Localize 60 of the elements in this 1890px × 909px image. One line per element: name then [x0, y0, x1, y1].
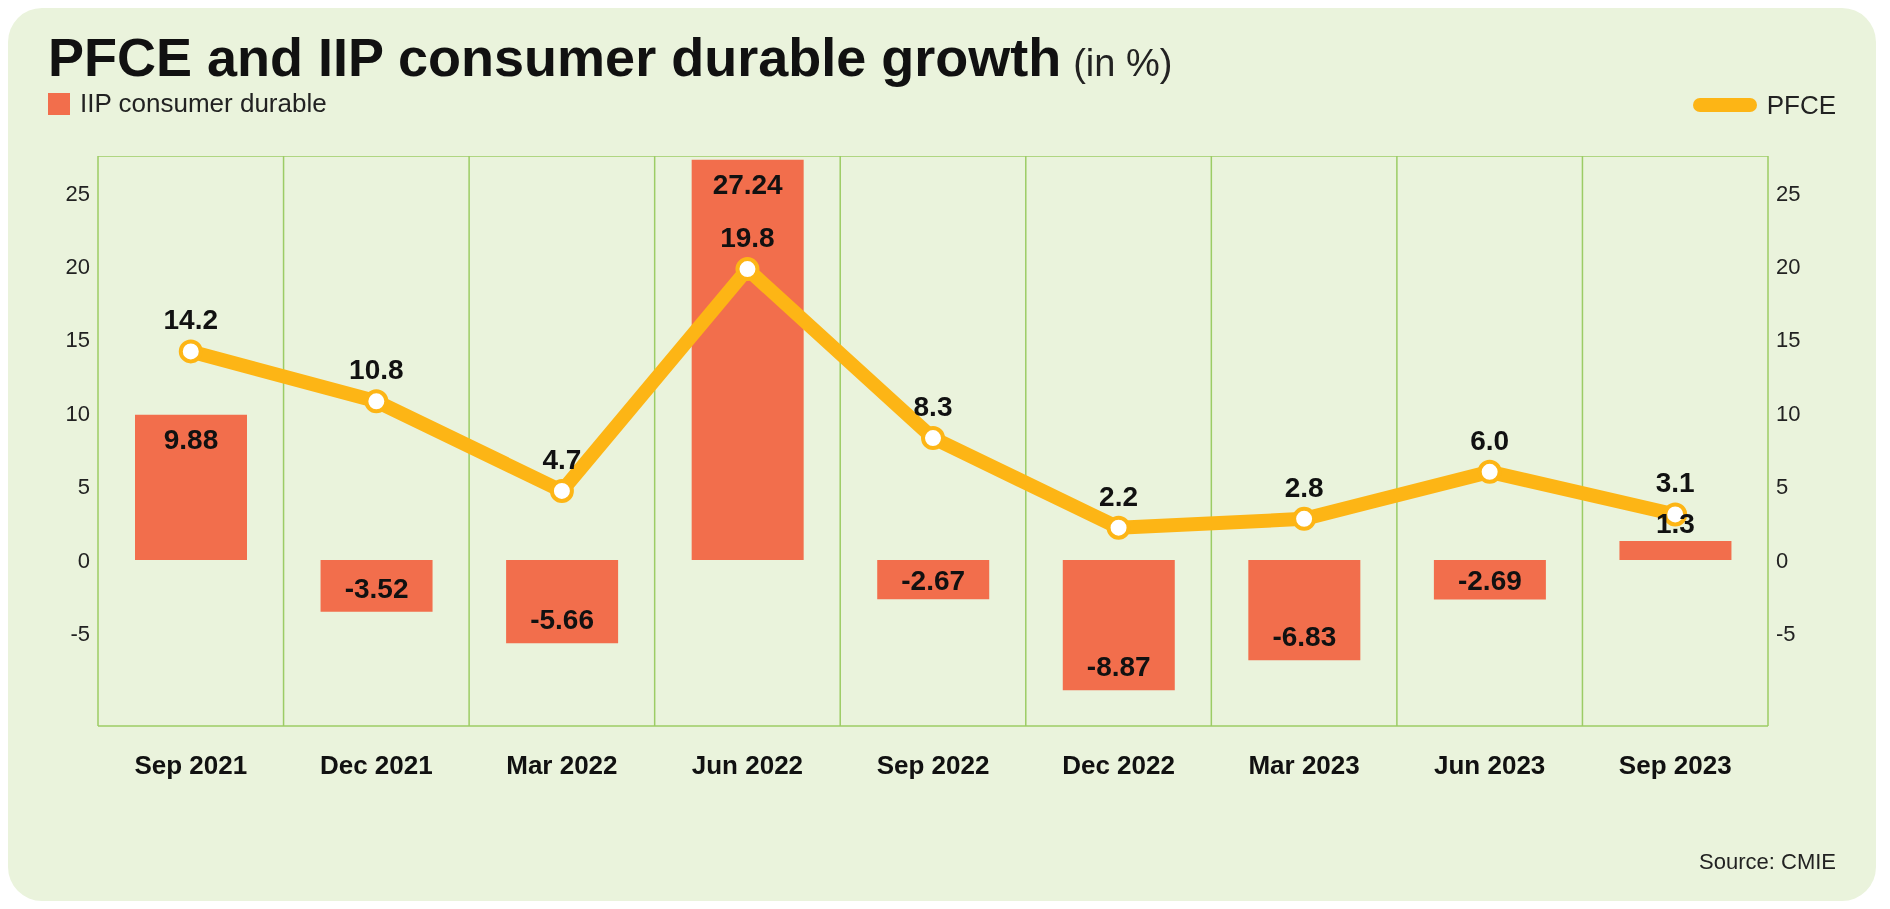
bar [506, 559, 619, 643]
point [921, 425, 945, 450]
y-tick-label: 20 [65, 253, 90, 279]
legend-label: PFCE [1765, 89, 1836, 121]
y-tick-label: 5 [77, 473, 90, 499]
x-tick-label: Mar 2023 [1248, 749, 1360, 780]
x-tick-label: Dec 2022 [1062, 749, 1175, 780]
point [364, 388, 389, 413]
y-tick-label: -5 [70, 620, 90, 646]
data-label: 3.1 [1655, 466, 1695, 498]
data-label: 14.2 [163, 303, 219, 335]
y2-tick-label: 10 [1776, 400, 1801, 426]
data-label: -6.83 [1272, 620, 1337, 652]
x-tick-label: Dec 2021 [319, 749, 433, 780]
data-label: 8.3 [913, 390, 953, 422]
data-label: 10.8 [349, 353, 404, 385]
data-label: -5.66 [530, 603, 595, 635]
data-label: 19.8 [720, 221, 775, 253]
x-tick-label: Jun 2023 [1434, 749, 1546, 780]
data-label: 9.88 [163, 423, 219, 455]
bar [1248, 559, 1361, 660]
x-tick-label: Jun 2022 [691, 749, 804, 780]
data-label: -8.87 [1086, 650, 1151, 682]
y-tick-label: 25 [65, 180, 90, 206]
data-label: 4.7 [542, 443, 582, 475]
point [1292, 506, 1317, 531]
data-label: -2.69 [1457, 564, 1522, 596]
chart-title: PFCE and IIP consumer durable growth [48, 26, 1062, 88]
data-label: 6.0 [1470, 424, 1510, 456]
legend-label: IIP consumer durable [79, 88, 327, 119]
x-tick-label: Sep 2021 [134, 749, 248, 780]
y2-tick-label: 25 [1776, 180, 1801, 206]
bar [1619, 540, 1732, 560]
point [1106, 515, 1131, 540]
y2-tick-label: 15 [1776, 326, 1801, 352]
y-tick-label: 15 [65, 326, 90, 352]
data-label: -2.67 [901, 564, 966, 596]
point [549, 478, 574, 503]
data-label: 2.2 [1099, 480, 1139, 512]
data-label: -3.52 [344, 572, 409, 604]
y2-tick-label: 5 [1776, 473, 1789, 499]
bar [1062, 559, 1175, 690]
x-tick-label: Sep 2022 [876, 749, 990, 780]
point [1477, 459, 1502, 484]
data-label: 27.24 [712, 168, 784, 200]
y2-tick-label: 20 [1776, 253, 1801, 279]
chart-subtitle: (in %) [1073, 42, 1173, 85]
x-tick-label: Sep 2023 [1618, 749, 1732, 780]
y-tick-label: 0 [77, 547, 90, 573]
y-tick-label: 10 [65, 400, 90, 426]
y2-tick-label: -5 [1776, 620, 1796, 646]
x-tick-label: Mar 2022 [506, 749, 618, 780]
source-note: Source: CMIE [1699, 849, 1836, 875]
bar [320, 559, 433, 612]
bar [691, 159, 804, 560]
y2-tick-label: 0 [1776, 547, 1789, 573]
data-label: 2.8 [1284, 471, 1324, 503]
point [178, 338, 203, 363]
point [735, 256, 760, 281]
bar [135, 414, 247, 560]
